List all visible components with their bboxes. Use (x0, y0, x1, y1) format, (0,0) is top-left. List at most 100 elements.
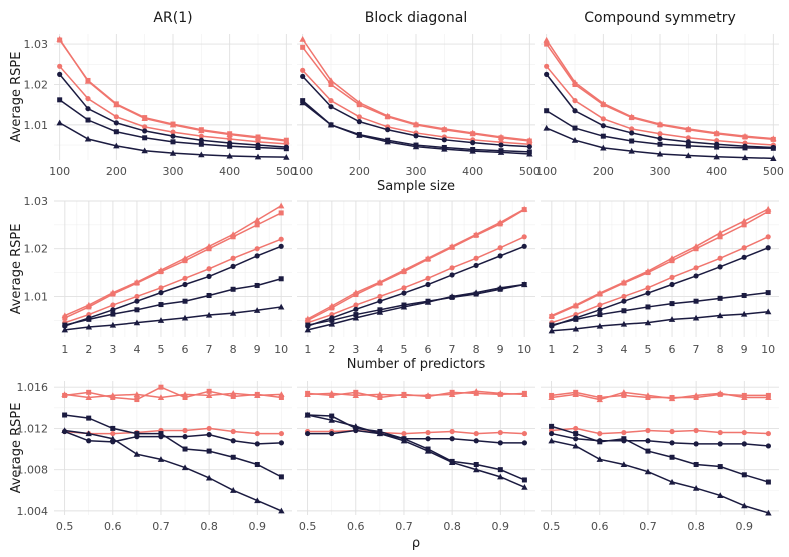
data-point (572, 125, 578, 131)
data-point (113, 142, 120, 149)
data-point (226, 152, 233, 159)
data-point (770, 135, 777, 142)
x-tick-label: 300 (650, 165, 671, 178)
panel-1-1: 100 200 300 400 500 (49, 34, 297, 178)
data-point (770, 155, 777, 161)
data-point (521, 440, 528, 446)
data-point (182, 394, 188, 400)
data-point (620, 320, 628, 327)
data-point (448, 391, 456, 397)
data-point (620, 461, 628, 468)
data-point (497, 429, 503, 436)
y-axis-label: Average RSPE (9, 224, 24, 315)
data-point (497, 467, 503, 473)
data-point (741, 429, 747, 436)
data-point (86, 316, 92, 322)
data-point (717, 390, 724, 396)
data-point (400, 437, 408, 444)
data-point (620, 278, 628, 285)
y-axis-label: Average RSPE (9, 52, 24, 143)
data-point (356, 114, 362, 120)
data-point (227, 143, 233, 149)
data-point (158, 285, 164, 291)
data-point (668, 255, 676, 261)
data-point (299, 36, 306, 42)
y-tick-label: 1.03 (24, 195, 49, 208)
data-point (497, 473, 504, 480)
data-point (412, 120, 420, 127)
data-point (441, 137, 447, 143)
data-point (644, 468, 652, 475)
y-tick-label: 1.01 (24, 119, 49, 132)
series-line (64, 429, 282, 512)
data-point (205, 474, 213, 481)
data-point (668, 395, 676, 402)
data-point (693, 265, 699, 271)
x-tick-label: 0.6 (591, 520, 609, 533)
facet-row-2: Average RSPE 1.01 1.02 1.03 Number of predic… (9, 195, 779, 372)
data-point (230, 390, 237, 396)
data-point (526, 144, 532, 150)
data-point (329, 430, 335, 437)
x-tick-label: 300 (163, 165, 184, 178)
data-point (169, 121, 177, 128)
data-point (448, 459, 456, 465)
x-tick-label: 0.6 (347, 520, 365, 533)
panel-1-3: 100 200 300 400 500 (536, 34, 784, 178)
data-point (521, 243, 527, 249)
data-point (109, 435, 116, 442)
x-tick-label: 9 (254, 343, 261, 356)
data-point (473, 466, 480, 473)
data-point (548, 394, 555, 401)
data-point (254, 282, 260, 288)
data-point (61, 326, 69, 333)
series-line (64, 245, 282, 327)
x-tick-label: 0.8 (687, 520, 705, 533)
data-point (134, 307, 140, 313)
data-point (157, 394, 165, 401)
data-point (765, 290, 771, 296)
data-point (182, 281, 188, 288)
data-point (304, 391, 311, 397)
x-axis-label: Number of predictors (347, 357, 486, 372)
data-point (717, 295, 723, 301)
data-point (376, 308, 384, 315)
data-point (62, 412, 68, 418)
data-point (283, 153, 290, 160)
data-point (253, 307, 261, 313)
facet-row-1: Average RSPE 1.01 1.02 1.03 Sample size 100 20… (9, 34, 784, 194)
data-point (385, 127, 391, 133)
data-point (717, 234, 723, 240)
data-point (157, 266, 165, 273)
series-navy-triangle (56, 119, 290, 160)
panel-1-2: 100 200 300 400 500 (292, 34, 540, 178)
data-point (692, 243, 700, 249)
data-point (621, 392, 627, 398)
data-point (304, 411, 311, 418)
data-point (134, 293, 140, 300)
data-point (657, 141, 663, 147)
series-line (307, 208, 525, 321)
data-point (628, 147, 635, 154)
data-point (572, 325, 580, 332)
data-point (573, 425, 579, 432)
x-tick-label: 6 (669, 343, 676, 356)
data-point (765, 479, 771, 485)
data-point (169, 149, 177, 156)
series-navy-triangle (61, 303, 285, 333)
data-point (205, 311, 213, 318)
data-point (134, 298, 140, 304)
data-point (61, 427, 68, 434)
facet-titles: AR(1) Block diagonal Compound symmetry (153, 10, 735, 26)
data-point (520, 205, 528, 212)
data-point (113, 101, 120, 108)
data-point (300, 44, 306, 50)
data-point (764, 205, 772, 212)
data-point (278, 394, 284, 400)
data-point (424, 298, 432, 305)
series-navy-square (62, 412, 284, 480)
x-tick-label: 100 (536, 165, 557, 178)
data-point (57, 71, 63, 77)
data-point (133, 391, 141, 397)
